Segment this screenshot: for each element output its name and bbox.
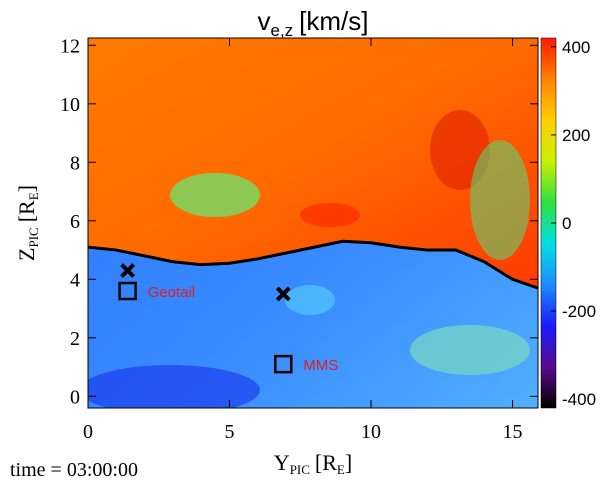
label-unit: [R bbox=[315, 450, 337, 475]
field-patch bbox=[170, 173, 260, 217]
field bbox=[88, 38, 538, 408]
field-patch bbox=[470, 140, 530, 260]
label-main: Y bbox=[274, 450, 290, 475]
y-tick-label: 0 bbox=[70, 386, 80, 408]
y-tick-label: 10 bbox=[60, 94, 80, 116]
label-unit-sub: E bbox=[26, 192, 41, 200]
label-unit: ] bbox=[14, 185, 39, 192]
title-sub: e,z bbox=[270, 21, 293, 40]
title-main: v bbox=[257, 6, 270, 36]
marker-square bbox=[118, 281, 137, 301]
field-patch bbox=[300, 203, 360, 227]
field-patch bbox=[285, 285, 335, 315]
title-unit: [km/s] bbox=[299, 6, 368, 36]
plot-frame bbox=[87, 37, 539, 409]
field-upper bbox=[88, 38, 538, 289]
colorbar-tick-label: 400 bbox=[562, 38, 590, 57]
y-tick-label: 12 bbox=[60, 35, 80, 57]
y-tick-label: 6 bbox=[70, 211, 80, 233]
colorbar-tick-label: 200 bbox=[562, 126, 590, 145]
x-tick-label: 10 bbox=[361, 421, 381, 443]
colorbar-tick-label: -400 bbox=[562, 390, 596, 409]
label-sub: PIC bbox=[290, 462, 310, 477]
label-unit: [R bbox=[14, 200, 39, 222]
label-unit-sub: E bbox=[337, 462, 345, 477]
x-tick-label: 5 bbox=[225, 421, 235, 443]
colorbar-tick-label: -200 bbox=[562, 302, 596, 321]
field-patch bbox=[88, 365, 260, 408]
x-tick-label: 15 bbox=[503, 421, 523, 443]
y-tick-label: 4 bbox=[70, 269, 80, 291]
x-tick-label: 0 bbox=[83, 421, 93, 443]
time-label: time = 03:00:00 bbox=[10, 459, 138, 481]
marker-label: MMS bbox=[303, 357, 338, 374]
y-tick-label: 8 bbox=[70, 152, 80, 174]
label-unit: ] bbox=[345, 450, 352, 475]
y-tick-label: 2 bbox=[70, 328, 80, 350]
label-main: Z bbox=[14, 248, 39, 261]
marker-square bbox=[274, 354, 293, 374]
marker-x bbox=[120, 263, 136, 278]
marker-label: Geotail bbox=[148, 284, 196, 301]
label-sub: PIC bbox=[26, 227, 41, 247]
marker-x bbox=[275, 286, 291, 302]
x-axis-label: YPIC [RE] bbox=[274, 450, 352, 477]
colorbar-tick-label: 0 bbox=[562, 214, 571, 233]
field-patch bbox=[410, 325, 530, 375]
y-axis-label: ZPIC [RE] bbox=[14, 185, 41, 261]
boundary-line bbox=[88, 239, 538, 290]
chart-title: ve,z [km/s] bbox=[257, 6, 368, 40]
